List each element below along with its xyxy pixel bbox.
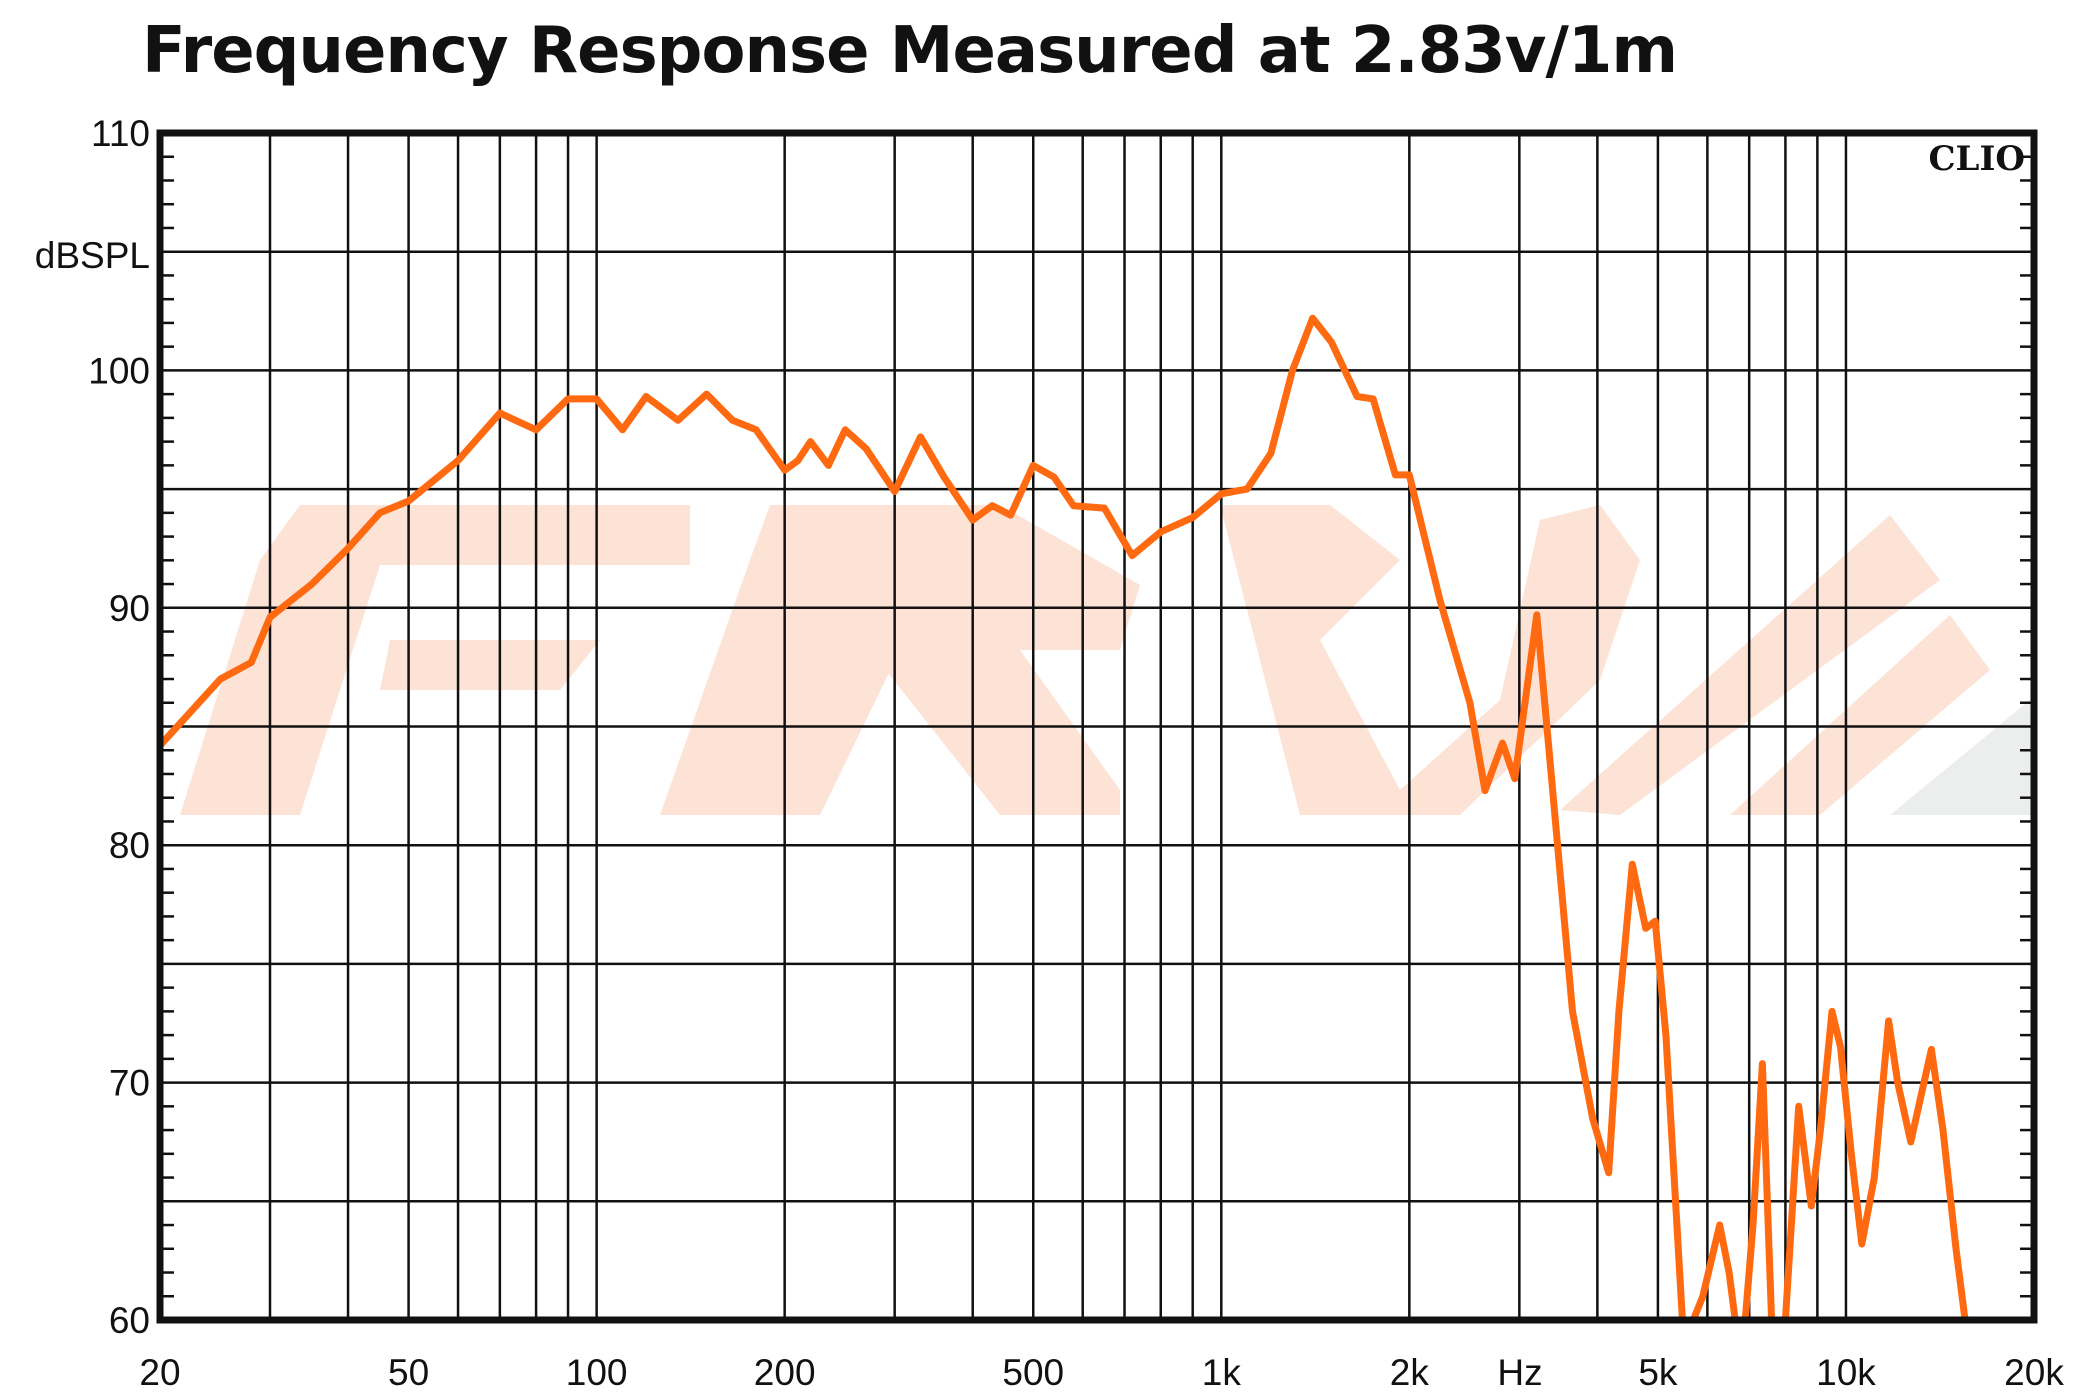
x-tick-label: 500 — [1002, 1352, 1064, 1393]
x-tick-label: 20 — [139, 1352, 180, 1393]
plot-frame — [156, 129, 2038, 1324]
y-tick-label: 80 — [109, 825, 150, 866]
x-tick-label: 20k — [2004, 1352, 2064, 1393]
x-tick-label: 5k — [1638, 1352, 1678, 1393]
clio-watermark: CLIO — [1929, 139, 2026, 179]
y-tick-label: 110 — [91, 113, 150, 154]
x-tick-label: 100 — [566, 1352, 628, 1393]
y-tick-label: 90 — [109, 588, 150, 629]
x-tick-label: 1k — [1202, 1352, 1242, 1393]
x-tick-label: 50 — [388, 1352, 429, 1393]
chart-title: Frequency Response Measured at 2.83v/1m — [142, 14, 1678, 88]
y-tick-label: 60 — [109, 1300, 150, 1341]
x-tick-label: 10k — [1816, 1352, 1876, 1393]
series-line-frequency-response — [160, 314, 1969, 1320]
x-axis-label: Hz — [1497, 1352, 1542, 1393]
x-tick-label: 200 — [754, 1352, 816, 1393]
y-tick-label: 70 — [109, 1063, 150, 1104]
y-axis-label: dBSPL — [35, 235, 150, 276]
y-tick-label: 100 — [88, 350, 150, 391]
x-tick-label: 2k — [1390, 1352, 1430, 1393]
